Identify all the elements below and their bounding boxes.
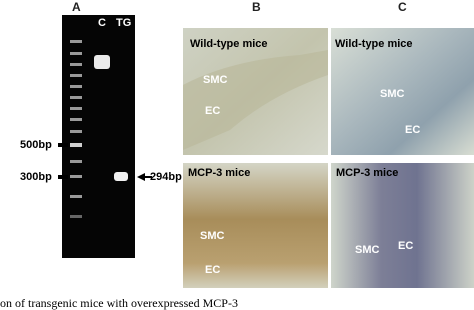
- region-label: SMC: [203, 74, 228, 86]
- panel-label: B: [252, 0, 261, 14]
- micrograph: [183, 163, 328, 288]
- arrow: [137, 173, 152, 181]
- image-title: MCP-3 mice: [188, 167, 250, 179]
- region-label: EC: [398, 240, 413, 252]
- marker-tick: [58, 143, 68, 147]
- caption: on of transgenic mice with overexpressed…: [0, 296, 238, 310]
- band-label: 294bp: [150, 171, 182, 183]
- marker-tick: [58, 175, 68, 179]
- micrograph: [331, 28, 474, 155]
- image-title: Wild-type mice: [190, 38, 268, 50]
- micrograph: [331, 163, 474, 288]
- band-control: [94, 55, 110, 69]
- panel-label: A: [72, 0, 81, 14]
- region-label: SMC: [200, 230, 225, 242]
- marker-label: 300bp: [20, 171, 52, 183]
- panel-label: C: [398, 0, 407, 14]
- region-label: EC: [205, 264, 220, 276]
- lane-label: C: [98, 17, 106, 29]
- lane-label: TG: [116, 17, 131, 29]
- region-label: SMC: [355, 244, 380, 256]
- region-label: EC: [205, 105, 220, 117]
- tissue: [183, 50, 328, 150]
- ladder: [70, 40, 82, 218]
- region-label: EC: [405, 124, 420, 136]
- region-label: SMC: [380, 88, 405, 100]
- image-title: MCP-3 mice: [336, 167, 398, 179]
- marker-label: 500bp: [20, 139, 52, 151]
- band-tg: [114, 172, 128, 181]
- gel: [62, 15, 135, 258]
- image-title: Wild-type mice: [335, 38, 413, 50]
